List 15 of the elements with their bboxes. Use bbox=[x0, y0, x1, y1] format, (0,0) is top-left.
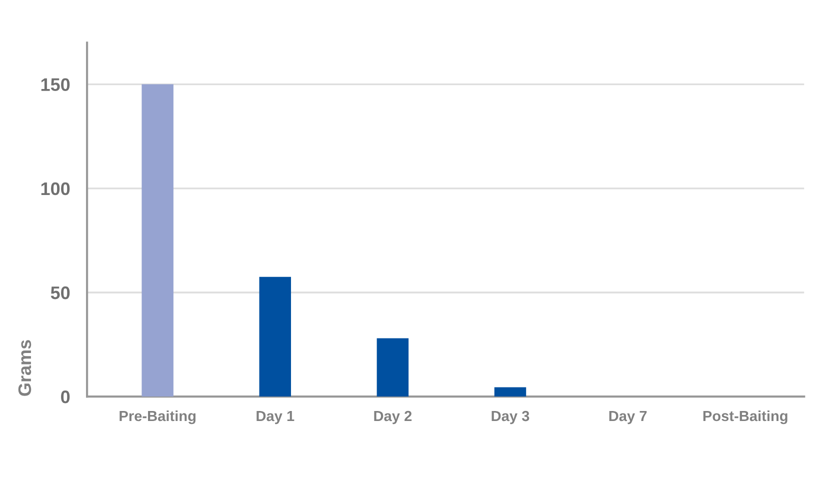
bar bbox=[376, 338, 409, 397]
y-axis-title: Grams bbox=[18, 340, 32, 396]
x-tick-label: Day 2 bbox=[374, 410, 412, 424]
bar bbox=[494, 387, 526, 397]
x-tick-label: Day 3 bbox=[492, 410, 530, 424]
y-tick-label: 150 bbox=[41, 78, 70, 92]
x-tick-label: Post-Baiting bbox=[703, 410, 788, 424]
y-tick-label: 50 bbox=[50, 286, 70, 300]
x-tick-label: Pre-Baiting bbox=[120, 410, 196, 424]
bar bbox=[259, 276, 292, 397]
x-tick-label: Day 1 bbox=[256, 411, 294, 424]
y-tick-label: 100 bbox=[41, 182, 70, 196]
bar bbox=[142, 84, 174, 397]
x-tick-label: Day 7 bbox=[609, 411, 647, 424]
y-tick-label: 0 bbox=[61, 390, 70, 404]
